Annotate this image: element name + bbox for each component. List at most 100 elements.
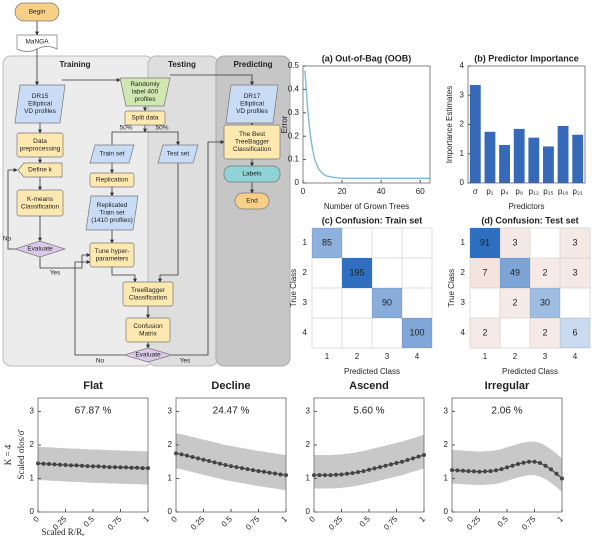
y-tick-label: 0 <box>306 507 311 516</box>
envelope <box>176 433 286 491</box>
point <box>317 473 322 478</box>
node-label: VD profiles <box>24 108 57 115</box>
point <box>494 468 498 473</box>
y-tick-label: 3 <box>460 90 465 99</box>
arrow <box>7 168 18 250</box>
point <box>516 462 520 467</box>
x-axis-label: Scaled R/Rₑ <box>41 527 85 537</box>
node-shape <box>124 110 166 126</box>
y-tick-label: 1 <box>444 474 449 483</box>
node-label: Tune hyper- <box>95 248 130 255</box>
cell <box>312 228 342 258</box>
point <box>538 461 542 466</box>
x-tick-label: 3 <box>385 352 390 361</box>
node-label: Train set <box>99 151 124 158</box>
x-tick-label: p₄ <box>501 187 509 196</box>
point <box>129 465 134 470</box>
point <box>405 458 410 463</box>
arrow <box>172 140 225 356</box>
node-label: Test set <box>167 151 190 158</box>
point <box>411 456 415 461</box>
cell-label: 195 <box>349 267 364 277</box>
node-label: parameters <box>96 255 130 262</box>
x-tick-label: 0 <box>301 187 306 196</box>
x-tick-label: 0 <box>169 514 179 524</box>
cell-label: 2 <box>512 297 517 307</box>
cell-label: 3 <box>572 267 577 277</box>
x-axis-label: Number of Grown Trees <box>324 202 409 211</box>
point <box>466 469 471 474</box>
node-label: The Best <box>239 131 265 138</box>
x-tick-label: p₉ <box>515 187 523 196</box>
chart-title: Ascend <box>349 380 389 392</box>
point <box>383 463 388 468</box>
cell <box>470 258 500 288</box>
point <box>461 468 465 473</box>
point <box>113 465 117 470</box>
y-axis-label: Importance Estimates <box>445 86 454 163</box>
cell-label: 6 <box>572 327 577 337</box>
x-tick-label: p₂₁ <box>573 187 584 196</box>
y-tick-label: 3 <box>303 298 308 307</box>
point <box>488 469 493 474</box>
chart-title: (a) Out-of-Bag (OOB) <box>322 53 411 63</box>
node-shape <box>16 132 64 158</box>
x-axis-label: Predicted Class <box>344 367 400 376</box>
arrow <box>39 253 91 269</box>
y-tick-label: 1 <box>306 474 311 483</box>
x-tick-label: 0.75 <box>244 514 262 532</box>
point <box>74 463 79 468</box>
x-tick-label: p₁₅ <box>543 187 553 196</box>
point <box>58 462 62 467</box>
y-tick-label: 2 <box>460 120 465 129</box>
point <box>400 459 404 464</box>
node-label: Data <box>33 138 47 145</box>
bar <box>543 146 554 183</box>
y-tick-label: 3 <box>168 407 173 416</box>
x-tick-label: 40 <box>377 187 386 196</box>
point <box>234 465 239 470</box>
node-shape <box>89 172 135 188</box>
point <box>543 463 548 468</box>
bar <box>499 144 510 183</box>
point <box>394 461 399 466</box>
node-label: Evaluate <box>135 352 161 359</box>
arrow <box>111 267 137 283</box>
node-label: Replication <box>96 177 129 184</box>
node-label: Train set <box>99 210 124 217</box>
node-shape <box>157 144 199 164</box>
y-tick-label: 4 <box>460 61 465 70</box>
x-tick-label: 2 <box>513 352 518 361</box>
cell <box>470 318 500 348</box>
point <box>345 471 349 476</box>
node-label: (1410 profiles) <box>91 217 133 224</box>
y-tick-label: 0 <box>460 178 465 187</box>
x-tick-label: 0.25 <box>189 514 207 532</box>
node-label: MaNGA <box>25 39 49 46</box>
x-tick-label: 1 <box>555 514 565 524</box>
cell <box>560 258 590 288</box>
node-shape <box>17 162 63 178</box>
point <box>240 466 244 471</box>
point <box>107 465 112 470</box>
x-tick-label: 0.75 <box>382 514 400 532</box>
x-tick-label: 1 <box>325 352 330 361</box>
node-label: Elliptical <box>28 101 52 108</box>
point <box>135 465 139 470</box>
y-tick-label: 3 <box>306 407 311 416</box>
point <box>499 467 504 472</box>
node-shape <box>119 77 171 107</box>
cell-label: 49 <box>510 267 520 277</box>
node-shape <box>234 192 270 210</box>
region-title: Testing <box>168 60 196 69</box>
node-label: End <box>246 198 258 205</box>
edge-label: No <box>3 236 12 243</box>
point <box>527 459 531 464</box>
x-tick-label: 4 <box>573 352 578 361</box>
node-shape <box>223 165 281 183</box>
x-tick-label: 0 <box>31 514 41 524</box>
point <box>201 457 206 462</box>
cell-label: 2 <box>542 267 547 277</box>
y-tick-label: 2 <box>461 268 466 277</box>
